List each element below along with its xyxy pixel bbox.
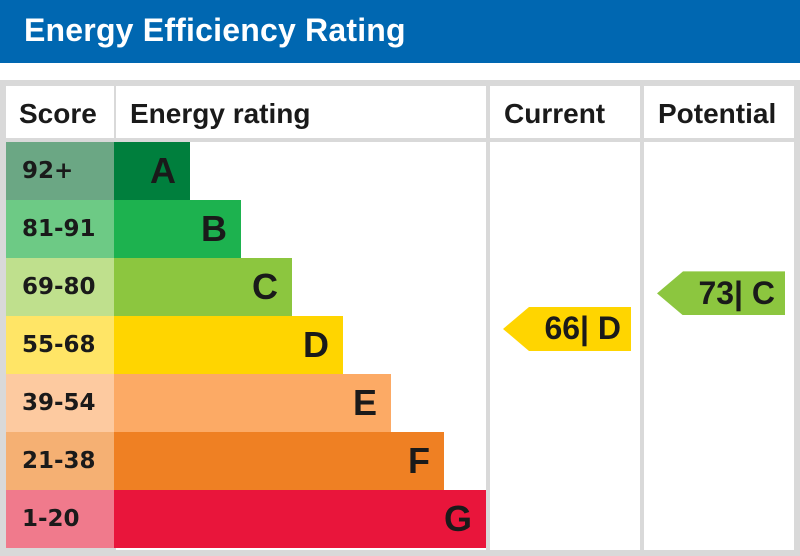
- score-header-cell: Score: [6, 86, 114, 138]
- chart-title: Energy Efficiency Rating: [24, 12, 406, 48]
- rating-bar-a: A: [114, 142, 190, 200]
- rating-bar-b: B: [114, 200, 241, 258]
- rating-bar-e: E: [114, 374, 391, 432]
- score-cell-e: 39-54: [6, 374, 114, 432]
- rating-bar-f: F: [114, 432, 444, 490]
- potential-header-cell: Potential: [644, 86, 794, 138]
- rating-table: Score Energy rating Current Potential 92…: [0, 80, 800, 556]
- score-cell-d: 55-68: [6, 316, 114, 374]
- current-column-header: Current: [504, 98, 606, 129]
- potential-rating-arrow: 73| C: [657, 271, 785, 316]
- rating-bar-c: C: [114, 258, 292, 316]
- potential-column-header: Potential: [658, 98, 777, 129]
- header-bar: Energy Efficiency Rating: [0, 0, 800, 63]
- score-cell-b: 81-91: [6, 200, 114, 258]
- rating-header-cell: Energy rating: [116, 86, 486, 138]
- rating-bar-g: G: [114, 490, 486, 548]
- rating-column-header: Energy rating: [130, 98, 311, 129]
- score-cell-g: 1-20: [6, 490, 114, 548]
- score-cell-a: 92+: [6, 142, 114, 200]
- current-rating-arrow: 66| D: [503, 306, 631, 351]
- score-cell-f: 21-38: [6, 432, 114, 490]
- current-header-cell: Current: [490, 86, 640, 138]
- rating-bar-d: D: [114, 316, 343, 374]
- potential-body-cell: [644, 142, 794, 550]
- score-column-header: Score: [19, 98, 97, 129]
- score-cell-c: 69-80: [6, 258, 114, 316]
